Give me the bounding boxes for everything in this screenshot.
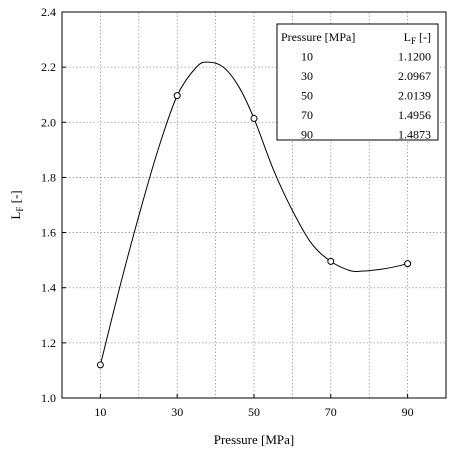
legend-pressure-value: 50 (301, 89, 313, 103)
legend-lf-value: 1.1200 (398, 50, 431, 64)
x-axis-title: Pressure [MPa] (214, 432, 295, 447)
legend-header-lf-unit: [-] (416, 30, 431, 44)
legend-pressure-value: 10 (301, 50, 313, 64)
legend-pressure-value: 90 (301, 128, 313, 142)
legend-lf-value: 2.0139 (398, 89, 431, 103)
data-point (404, 260, 412, 268)
y-axis-title-main: L (8, 212, 23, 220)
y-axis-ticks: 1.0 1.2 1.4 1.6 1.8 2.0 2.2 2.4 (41, 5, 66, 405)
y-tick-label: 2.2 (41, 60, 56, 74)
y-tick-label: 1.8 (41, 170, 56, 184)
legend-table: Pressure [MPa] LF [-] 10 1.1200 30 2.0967 50… (276, 23, 439, 142)
y-tick-label: 1.2 (41, 336, 56, 350)
x-tick-label: 70 (325, 405, 337, 419)
data-point (173, 92, 181, 100)
y-tick-label: 1.0 (41, 391, 56, 405)
y-tick-label: 1.6 (41, 226, 56, 240)
y-tick-label: 2.4 (41, 5, 56, 19)
x-axis-ticks: 10 30 50 70 90 (94, 394, 414, 419)
x-tick-label: 50 (248, 405, 260, 419)
data-point (327, 257, 335, 265)
x-tick-label: 10 (94, 405, 106, 419)
y-axis-title-unit: [-] (8, 190, 23, 206)
legend-lf-value: 1.4873 (398, 128, 431, 142)
legend-header-pressure: Pressure [MPa] (281, 30, 355, 44)
legend-lf-value: 2.0967 (398, 69, 431, 83)
data-point (96, 361, 104, 369)
data-point (250, 114, 258, 122)
data-markers (96, 92, 412, 369)
x-tick-label: 30 (171, 405, 183, 419)
legend-box (276, 23, 439, 141)
legend-header-lf: LF [-] (404, 30, 431, 46)
legend-lf-value: 1.4956 (398, 108, 431, 122)
legend-pressure-value: 30 (301, 69, 313, 83)
x-tick-label: 90 (402, 405, 414, 419)
legend-header-lf-subscript: F (411, 36, 416, 46)
y-tick-label: 2.0 (41, 115, 56, 129)
y-tick-label: 1.4 (41, 281, 56, 295)
y-axis-title: LF [-] (8, 190, 25, 219)
legend-rows: 10 1.1200 30 2.0967 50 2.0139 70 1.4956 90 1.4873 (301, 50, 431, 142)
y-axis-title-subscript: F (15, 207, 25, 212)
legend-header-lf-main: L (404, 30, 411, 44)
legend-pressure-value: 70 (301, 108, 313, 122)
